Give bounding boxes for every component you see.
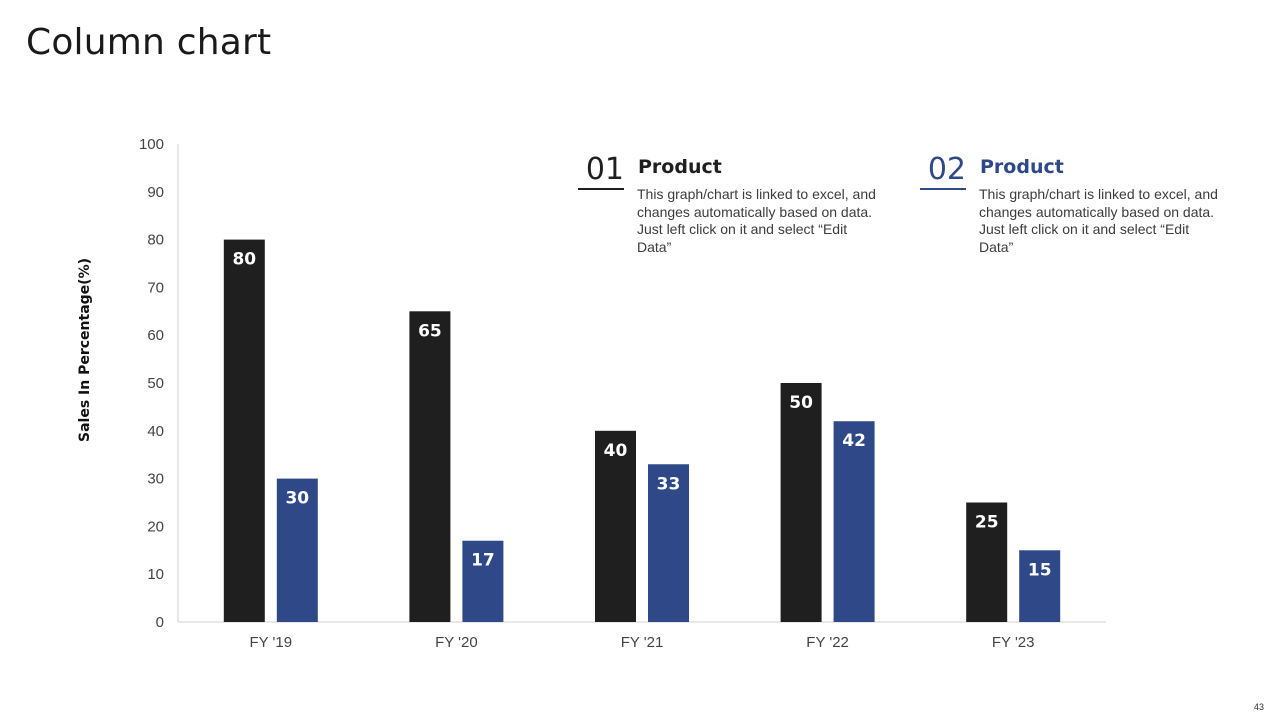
data-label: 17 — [471, 551, 495, 571]
data-label: 30 — [285, 489, 309, 509]
y-tick-label: 40 — [147, 423, 164, 440]
x-tick-label: FY '23 — [992, 634, 1035, 651]
x-tick-label: FY '22 — [806, 634, 849, 651]
legend-description: This graph/chart is linked to excel, and… — [979, 186, 1218, 255]
y-tick-label: 60 — [147, 327, 164, 344]
bar-series2-1 — [276, 478, 318, 622]
y-tick-label: 30 — [147, 471, 164, 488]
y-axis-title: Sales In Percentage(%) — [77, 258, 93, 442]
legend-heading: Product — [980, 156, 1064, 178]
data-label: 65 — [418, 321, 442, 341]
bar-series2-4 — [833, 421, 875, 622]
bar-series1-2 — [409, 311, 451, 622]
data-label: 15 — [1028, 560, 1052, 580]
bar-series1-5 — [966, 502, 1008, 622]
y-tick-label: 70 — [147, 279, 164, 296]
bar-series2-3 — [648, 464, 689, 622]
legend-heading: Product — [638, 156, 722, 178]
y-tick-label: 50 — [147, 375, 164, 392]
data-label: 80 — [232, 250, 256, 270]
y-tick-label: 80 — [147, 232, 164, 249]
bar-series1-3 — [595, 430, 636, 622]
data-label: 33 — [657, 474, 681, 494]
legend-description: This graph/chart is linked to excel, and… — [637, 186, 876, 255]
data-label: 42 — [842, 431, 866, 451]
y-tick-label: 100 — [139, 136, 164, 153]
data-label: 50 — [789, 393, 813, 413]
legend-number: 02 — [920, 152, 966, 190]
bar-series1-1 — [223, 239, 265, 622]
legend-number: 01 — [578, 152, 624, 190]
data-label: 40 — [604, 441, 628, 461]
bar-series2-5 — [1019, 550, 1061, 622]
bar-series1-4 — [780, 383, 822, 622]
x-tick-label: FY '21 — [621, 634, 664, 651]
data-label: 25 — [975, 513, 999, 533]
y-tick-label: 20 — [147, 518, 164, 535]
page-number: 43 — [1253, 702, 1264, 712]
slide-title: Column chart — [26, 22, 272, 63]
x-tick-label: FY '20 — [435, 634, 478, 651]
bar-series2-2 — [462, 540, 504, 622]
y-tick-label: 10 — [147, 566, 164, 583]
x-tick-label: FY '19 — [249, 634, 292, 651]
y-tick-label: 0 — [156, 614, 164, 631]
y-tick-label: 90 — [147, 184, 164, 201]
